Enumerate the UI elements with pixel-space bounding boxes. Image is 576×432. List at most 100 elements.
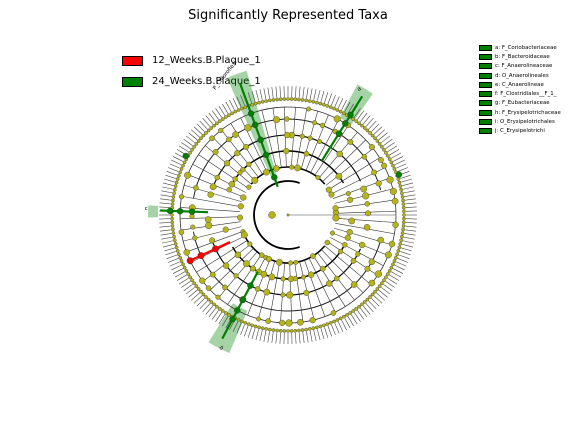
- leaf-branch: [371, 298, 380, 307]
- internal-branch: [212, 137, 255, 181]
- taxa-legend-item: e: C_Anaerolineae: [479, 80, 561, 89]
- internal-node: [355, 251, 361, 257]
- internal-node: [297, 319, 304, 326]
- internal-node: [350, 281, 358, 288]
- internal-node: [324, 239, 331, 246]
- leaf-branch: [162, 240, 173, 244]
- leaf-node: [335, 108, 340, 112]
- leaf-node: [400, 231, 405, 235]
- leaf-branch: [403, 236, 415, 240]
- internal-node: [332, 205, 339, 212]
- leaf-node: [171, 195, 176, 199]
- leaf-branch: [376, 129, 385, 138]
- leaf-branch: [167, 258, 179, 263]
- leaf-branch: [202, 303, 211, 312]
- internal-node: [226, 136, 232, 143]
- leaf-node: [377, 284, 382, 288]
- internal-node: [330, 230, 335, 236]
- internal-node: [364, 265, 371, 272]
- leaf-node: [253, 101, 258, 106]
- leaf-branch: [159, 202, 171, 205]
- clade-label: a: [357, 86, 363, 93]
- leaf-branch: [403, 186, 414, 190]
- leaf-branch: [376, 292, 385, 301]
- internal-node: [361, 154, 368, 160]
- significant-node: [347, 111, 354, 119]
- leaf-node: [401, 202, 406, 206]
- leaf-node: [391, 163, 395, 168]
- leaf-node: [171, 231, 176, 235]
- legend-swatch-green: [122, 76, 143, 87]
- internal-node: [263, 168, 270, 176]
- internal-node: [218, 127, 224, 134]
- leaf-node: [186, 272, 190, 276]
- internal-node: [346, 229, 353, 236]
- leaf-node: [174, 245, 179, 250]
- leaf-branch: [181, 281, 191, 288]
- leaf-node: [190, 147, 194, 152]
- leaf-node: [192, 145, 196, 149]
- leaf-branch: [362, 115, 371, 125]
- significant-node: [239, 296, 247, 303]
- leaf-branch: [166, 171, 178, 176]
- leaf-branch: [341, 99, 347, 110]
- leaf-branch: [169, 261, 180, 267]
- significant-branch-red: [187, 241, 231, 263]
- internal-node: [375, 180, 382, 187]
- leaf-node: [215, 121, 219, 126]
- leaf-node: [370, 292, 375, 297]
- leaf-node: [368, 295, 372, 299]
- leaf-node: [401, 224, 406, 228]
- leaf-branch: [402, 244, 414, 248]
- internal-node: [378, 157, 384, 163]
- leaf-node: [342, 111, 346, 116]
- internal-branch: [181, 195, 241, 207]
- leaf-branch: [381, 287, 391, 295]
- leaf-node: [188, 275, 192, 279]
- leaf-branch: [259, 330, 263, 341]
- leaf-node: [264, 327, 269, 331]
- leaf-branch: [263, 330, 267, 342]
- internal-node: [273, 165, 280, 172]
- legend-item-12-weeks: 12_Weeks.B.Plaque_1: [122, 50, 261, 71]
- leaf-node: [182, 160, 187, 165]
- taxa-legend-swatch: [479, 91, 492, 98]
- significant-branch: [221, 270, 259, 340]
- leaf-branch: [279, 332, 281, 344]
- leaf-node: [399, 238, 404, 243]
- internal-node: [310, 253, 316, 259]
- leaf-node: [275, 97, 279, 102]
- leaf-branch: [162, 244, 174, 248]
- leaf-branch: [391, 271, 402, 278]
- internal-node: [280, 292, 286, 298]
- leaf-branch: [400, 174, 411, 179]
- leaf-branch: [211, 310, 219, 320]
- leaf-node: [311, 99, 316, 104]
- leaf-branch: [402, 182, 414, 186]
- internal-node: [368, 144, 375, 150]
- leaf-branch: [251, 328, 256, 339]
- leaf-branch: [166, 254, 178, 259]
- internal-node: [371, 169, 377, 176]
- leaf-branch: [167, 167, 179, 172]
- leaf-branch: [401, 178, 412, 183]
- leaf-node: [257, 325, 261, 330]
- leaf-node: [188, 151, 192, 155]
- leaf-node: [218, 307, 222, 311]
- clade-label: c: [145, 206, 148, 212]
- leaf-branch: [229, 99, 235, 110]
- leaf-branch: [222, 316, 229, 327]
- leaf-branch: [295, 332, 297, 344]
- significant-node: [262, 151, 270, 159]
- internal-branch: [325, 148, 374, 186]
- leaf-branch: [188, 289, 198, 298]
- internal-node: [350, 258, 357, 264]
- leaf-branch: [279, 86, 281, 98]
- taxa-legend-label: i: O_Erysipelotrichales: [495, 119, 555, 126]
- leaf-node: [194, 284, 199, 288]
- internal-node: [279, 319, 286, 326]
- significant-branch: [239, 83, 279, 188]
- internal-node: [246, 161, 252, 167]
- leaf-node: [220, 117, 225, 121]
- leaf-branch: [383, 284, 393, 292]
